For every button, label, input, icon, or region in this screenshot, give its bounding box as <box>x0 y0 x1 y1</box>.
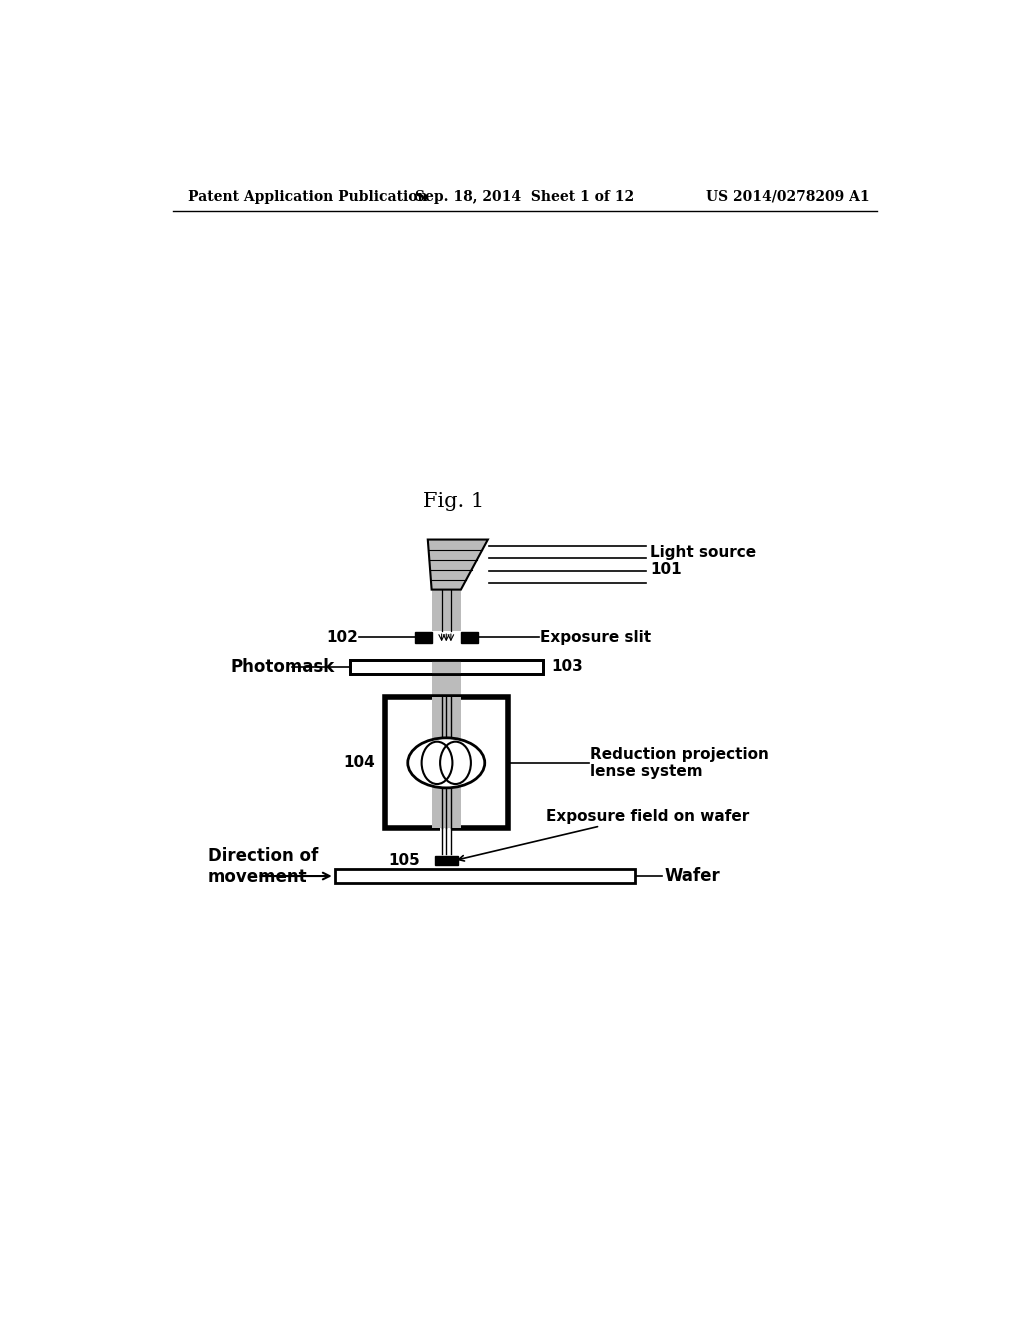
Text: US 2014/0278209 A1: US 2014/0278209 A1 <box>707 190 869 203</box>
Bar <box>385 697 508 829</box>
Bar <box>435 857 458 866</box>
Text: Wafer: Wafer <box>665 867 720 884</box>
Bar <box>432 673 461 697</box>
Bar <box>335 869 635 883</box>
Text: Patent Application Publication: Patent Application Publication <box>188 190 428 203</box>
Bar <box>440 829 453 854</box>
Polygon shape <box>428 540 487 590</box>
Text: Photomask: Photomask <box>230 657 335 676</box>
Bar <box>432 697 461 829</box>
Text: 105: 105 <box>388 853 420 869</box>
Text: Light source
101: Light source 101 <box>650 545 757 577</box>
Text: Exposure field on wafer: Exposure field on wafer <box>547 809 750 824</box>
Text: Sep. 18, 2014  Sheet 1 of 12: Sep. 18, 2014 Sheet 1 of 12 <box>416 190 634 203</box>
Ellipse shape <box>408 738 484 788</box>
Bar <box>350 660 543 673</box>
Text: Fig. 1: Fig. 1 <box>423 491 484 511</box>
Bar <box>350 660 543 673</box>
Text: 104: 104 <box>344 755 376 771</box>
Bar <box>432 590 461 631</box>
Text: Exposure slit: Exposure slit <box>541 630 651 645</box>
Text: 102: 102 <box>326 630 357 645</box>
Text: 103: 103 <box>552 659 584 675</box>
Text: Reduction projection
lense system: Reduction projection lense system <box>590 747 769 779</box>
Bar <box>432 660 461 673</box>
Bar <box>461 632 478 643</box>
Bar <box>415 632 432 643</box>
Text: Direction of
movement: Direction of movement <box>208 847 317 886</box>
